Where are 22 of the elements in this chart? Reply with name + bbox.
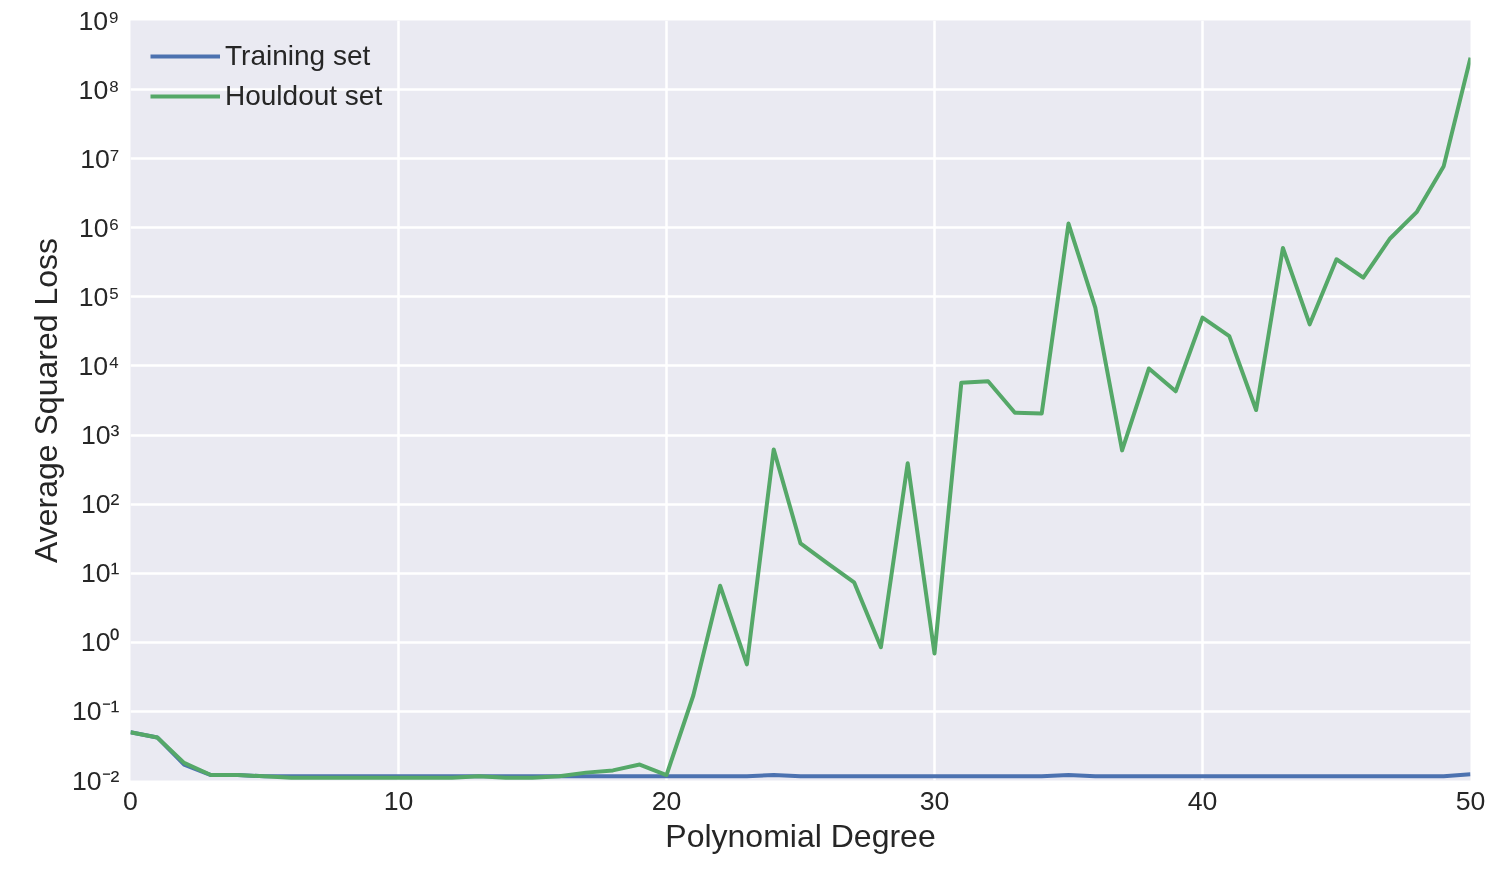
y-tick-label: 10⁴: [78, 350, 120, 381]
x-tick-label: 20: [651, 785, 682, 816]
y-tick-label: 10⁵: [78, 281, 120, 312]
y-tick-label: 10⁸: [78, 74, 120, 105]
y-tick-label: 10⁰: [80, 627, 120, 658]
y-tick-label: 10⁶: [78, 212, 120, 243]
x-axis-title: Polynomial Degree: [665, 817, 936, 854]
x-tick-label: 30: [919, 785, 950, 816]
x-tick-label: 50: [1455, 785, 1486, 816]
y-tick-label: 10⁹: [78, 5, 120, 36]
y-tick-label: 10⁻¹: [71, 696, 120, 727]
y-tick-label: 10¹: [80, 558, 120, 589]
x-tick-label: 40: [1187, 785, 1218, 816]
y-tick-label: 10⁻²: [71, 765, 120, 796]
y-tick-label: 10⁷: [80, 143, 120, 174]
legend-label: Training set: [225, 40, 371, 72]
x-tick-label: 10: [383, 785, 414, 816]
x-tick-label: 0: [123, 785, 138, 816]
y-tick-label: 10³: [80, 420, 120, 451]
y-tick-label: 10²: [80, 489, 120, 520]
y-axis-title: Average Squared Loss: [27, 238, 64, 563]
legend-label: Houldout set: [225, 80, 383, 112]
